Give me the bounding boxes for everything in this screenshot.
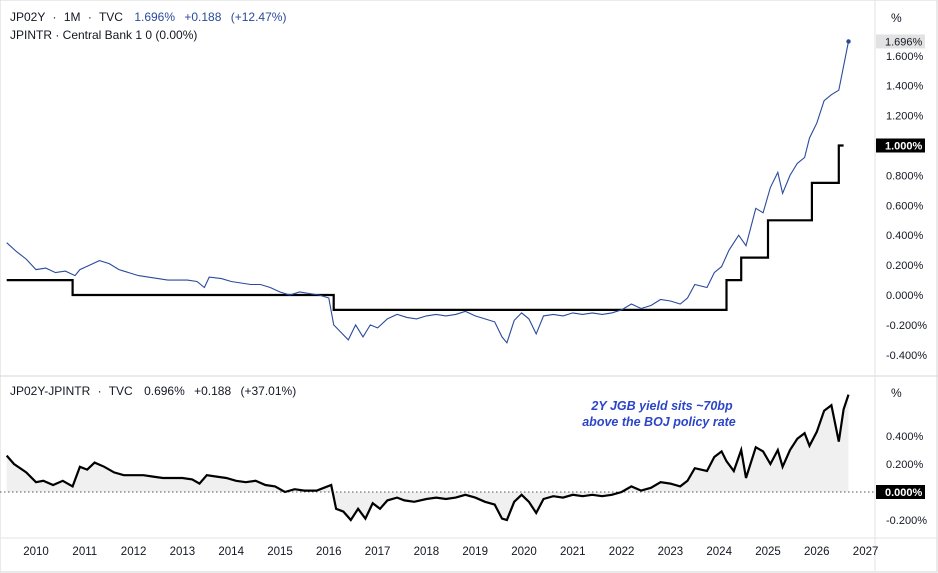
policy-rate-legend[interactable]: JPINTR · Central Bank 1 0 (0.00%)	[10, 28, 197, 42]
legend-separator: ·	[52, 10, 56, 24]
time-axis-tick-label: 2011	[72, 546, 97, 558]
spread-axis-tick-label: 0.200%	[886, 459, 924, 471]
time-axis-tick-label: 2022	[609, 546, 635, 558]
policy-rate-step-line	[6, 144, 844, 311]
time-axis-tick-label: 2012	[121, 546, 147, 558]
spread-legend-source: TVC	[109, 384, 133, 398]
yield-axis-tick-label: 1.400%	[886, 81, 924, 93]
spread-axis-tick-label: 0.400%	[886, 431, 924, 443]
yield-last-value-tag	[876, 34, 925, 49]
spread-unit-label: %	[891, 386, 902, 400]
spread-price-scale[interactable]: -0.200%0.000%0.200%0.400%0.000%	[876, 431, 927, 527]
time-axis-tick-label: 2018	[414, 546, 440, 558]
time-axis-tick-label: 2025	[755, 546, 781, 558]
yield-axis-tick-label: 0.600%	[886, 200, 924, 212]
spread-series-line	[5, 394, 850, 522]
yield-axis-tick-label: 0.800%	[886, 170, 924, 182]
yield-axis-tick-label: -0.400%	[886, 350, 927, 362]
time-axis-tick-label: 2014	[218, 546, 244, 558]
yield-axis-tick-label: 0.400%	[886, 230, 924, 242]
yield-axis-tick-label: 0.200%	[886, 260, 924, 272]
yield-legend-symbol: JP02Y	[10, 10, 45, 24]
yield-unit-label: %	[891, 11, 902, 25]
yield-axis-tick-label: 0.000%	[886, 290, 924, 302]
annotation-line-2: above the BOJ policy rate	[582, 415, 736, 429]
yield-axis-tick-label: -0.200%	[886, 320, 927, 332]
time-axis-tick-label: 2021	[560, 546, 586, 558]
yield-pane[interactable]	[6, 39, 851, 344]
time-axis-tick-label: 2023	[658, 546, 684, 558]
spread-legend-symbol: JP02Y-JPINTR	[10, 384, 91, 398]
spread-legend-change-pct: (+37.01%)	[241, 384, 297, 398]
yield-axis-tick-label: 1.200%	[886, 111, 924, 123]
annotation-line-1: 2Y JGB yield sits ~70bp	[590, 399, 733, 413]
yield-legend-change-pct: (+12.47%)	[231, 10, 287, 24]
yield-legend-timeframe: 1M	[64, 10, 81, 24]
spread-legend-change: +0.188	[194, 384, 231, 398]
yield-last-value-label: 1.696%	[885, 36, 923, 48]
yield-last-point	[846, 39, 851, 44]
spread-zero-tag	[876, 485, 925, 499]
time-axis-tick-label: 2015	[267, 546, 293, 558]
time-scale[interactable]: 2010 2011 2012 2013 2014 2015 2016 2017 2018 2019…	[23, 546, 878, 558]
time-axis-tick-label: 2013	[170, 546, 196, 558]
rate-last-value-tag	[876, 138, 925, 153]
spread-axis-tick-label: -0.200%	[886, 515, 927, 527]
time-axis-tick-label: 2027	[853, 546, 879, 558]
spread-legend-value: 0.696%	[144, 384, 185, 398]
yield-legend-value: 1.696%	[134, 10, 175, 24]
time-axis-tick-label: 2026	[804, 546, 830, 558]
yield-legend-change: +0.188	[184, 10, 221, 24]
yield-legend[interactable]: JP02Y · 1M · TVC 1.696% +0.188 (+12.47%)	[10, 10, 286, 24]
legend-separator: ·	[88, 10, 92, 24]
yield-axis-tick-label: 1.600%	[886, 51, 924, 63]
yield-legend-source: TVC	[99, 10, 123, 24]
time-axis-tick-label: 2017	[365, 546, 391, 558]
time-axis-tick-label: 2020	[511, 546, 537, 558]
yield-price-scale[interactable]: -0.400% -0.200% 0.000% 0.200% 0.400% 0.600% 0.…	[876, 34, 927, 362]
spread-area-fill	[6, 394, 849, 520]
time-axis-tick-label: 2016	[316, 546, 342, 558]
spread-pane[interactable]	[0, 394, 875, 522]
time-axis-tick-label: 2010	[23, 546, 49, 558]
rate-last-value-label: 1.000%	[885, 141, 923, 153]
spread-legend[interactable]: JP02Y-JPINTR · TVC 0.696% +0.188 (+37.01…	[10, 384, 296, 398]
yield-series-line	[6, 41, 850, 344]
spread-zero-label: 0.000%	[885, 487, 923, 499]
legend-separator: ·	[98, 384, 102, 398]
time-axis-tick-label: 2024	[706, 546, 732, 558]
time-axis-tick-label: 2019	[462, 546, 488, 558]
